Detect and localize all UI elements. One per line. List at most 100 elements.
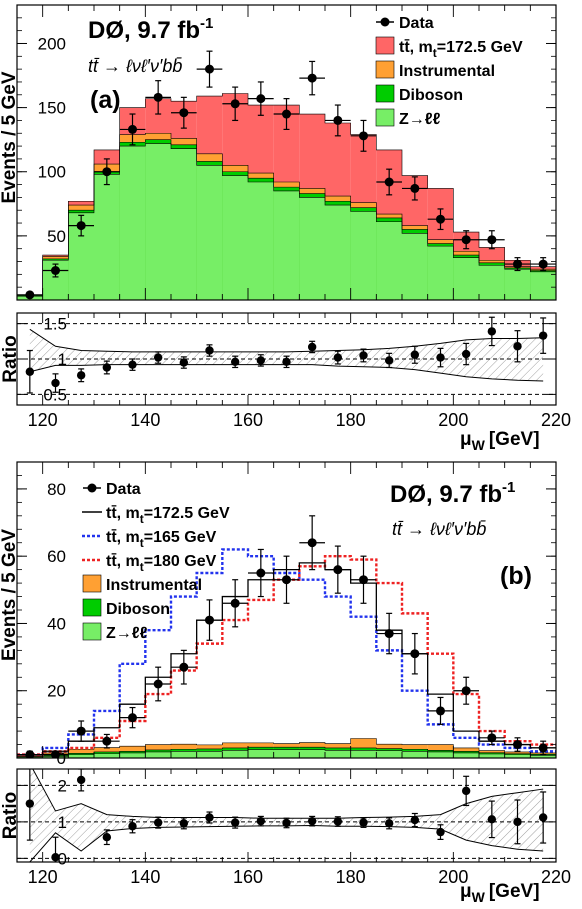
data-point [76, 726, 86, 736]
data-point [25, 750, 35, 758]
panel-a: 50 100 150 200 Events / 5 GeV DØ, 9.7 fb-1 tt̄… [0, 4, 571, 453]
legend-marker-point [87, 483, 97, 493]
bar-zll [299, 749, 325, 758]
legend-label: tt̄, mt=180 GeV [106, 552, 217, 574]
ratio-y-tick-label: 1.5 [43, 315, 67, 334]
ratio-plot-area [17, 316, 556, 395]
stack-outline-diboson [17, 746, 556, 757]
x-tick-label: 200 [438, 410, 468, 430]
x-axis-symbol: μ [460, 429, 472, 450]
ratio-point [282, 357, 291, 367]
data-point [256, 568, 266, 578]
ratio-point [153, 353, 163, 362]
ratio-point [538, 331, 548, 340]
data-point [307, 538, 317, 548]
legend-swatch [82, 598, 102, 617]
data-point [128, 713, 137, 723]
x-axis-unit: [GeV] [489, 881, 540, 902]
experiment-text: DØ, 9.7 fb [390, 481, 502, 508]
bar-zll [427, 246, 454, 300]
ratio-axis-label: Ratio [0, 792, 21, 840]
x-tick-label: 180 [336, 410, 366, 430]
x-tick-label: 200 [438, 867, 468, 887]
bar-zll [119, 146, 146, 300]
data-point [384, 177, 394, 187]
data-point [179, 662, 189, 672]
channel-label: tt̄ → ℓνℓ′ν′bb̄ [392, 519, 486, 539]
stack-outline-instrumental [17, 132, 556, 296]
legend-text: tt̄, m [106, 504, 140, 522]
bar-zll [376, 221, 402, 300]
bar-zll [299, 197, 325, 300]
x-axis-label: μW [GeV] [460, 429, 540, 453]
legend-text-suffix: =172.5 GeV [144, 505, 230, 522]
ratio-point [461, 349, 471, 359]
data-point [205, 64, 214, 74]
ratio-point [461, 786, 471, 796]
data-point [230, 99, 240, 109]
bar-zll [222, 175, 248, 300]
y-axis-label: Events / 5 GeV [0, 71, 20, 203]
y-tick-label: 100 [38, 163, 66, 182]
x-tick-label: 220 [541, 867, 571, 887]
experiment-text: DØ, 9.7 fb [88, 17, 200, 44]
data-point [25, 290, 35, 300]
ratio-panel: 0 1 2 120 140 160 180 200 220 Ratio μW [GeV] [0, 768, 571, 905]
ratio-point [513, 342, 522, 351]
x-tick-label: 140 [130, 867, 160, 887]
bar-zll [504, 754, 531, 758]
ratio-plot-area [17, 769, 556, 862]
legend-text: tt̄, m [106, 528, 140, 546]
bar-zll [479, 265, 505, 300]
bar-zll [171, 148, 197, 300]
data-point [513, 740, 522, 750]
x-axis-subscript: W [472, 889, 486, 905]
data-point [333, 565, 343, 575]
legend-text-suffix: =165 GeV [144, 529, 217, 546]
data-point [51, 266, 60, 275]
legend-subscript: t [140, 536, 144, 550]
ratio-point [102, 833, 112, 842]
legend-subscript: t [140, 512, 144, 526]
legend-marker-point [380, 17, 390, 27]
series-line-mt180 [17, 554, 556, 756]
ratio-point [179, 819, 189, 828]
ratio-point [333, 353, 343, 362]
data-point [282, 575, 291, 585]
data-point [153, 679, 163, 689]
bar-zll [248, 182, 274, 300]
ratio-point [205, 813, 214, 822]
legend-text: Diboson [106, 601, 170, 618]
ratio-point [76, 371, 86, 380]
y-tick-label: 20 [47, 682, 66, 701]
uncertainty-band [29, 329, 544, 381]
ratio-y-tick-label: 0.5 [43, 385, 67, 404]
bar-zll [94, 174, 120, 300]
bar-zll [325, 750, 351, 758]
bar-zll [427, 751, 454, 758]
ratio-point [25, 367, 35, 376]
data-point [359, 575, 368, 585]
ratio-frame [16, 768, 557, 863]
bar-zll [453, 752, 479, 758]
panel-tag: (a) [90, 86, 121, 114]
bar-zll [350, 211, 377, 300]
legend-text: Data [399, 15, 434, 32]
data-point [359, 131, 368, 141]
legend-swatch [375, 108, 395, 127]
ratio-point [25, 799, 35, 808]
bar-zll [273, 190, 300, 300]
bar-zll [119, 752, 146, 758]
bar-zll [68, 754, 94, 758]
ratio-point [179, 358, 189, 367]
main-plot-area [17, 515, 556, 758]
data-point [384, 629, 394, 639]
ratio-point [513, 817, 522, 827]
stack-outline-zll [17, 143, 556, 297]
data-point [128, 124, 137, 134]
legend-swatch [375, 36, 395, 55]
bar-zll [453, 257, 479, 300]
x-tick-label: 160 [233, 410, 263, 430]
